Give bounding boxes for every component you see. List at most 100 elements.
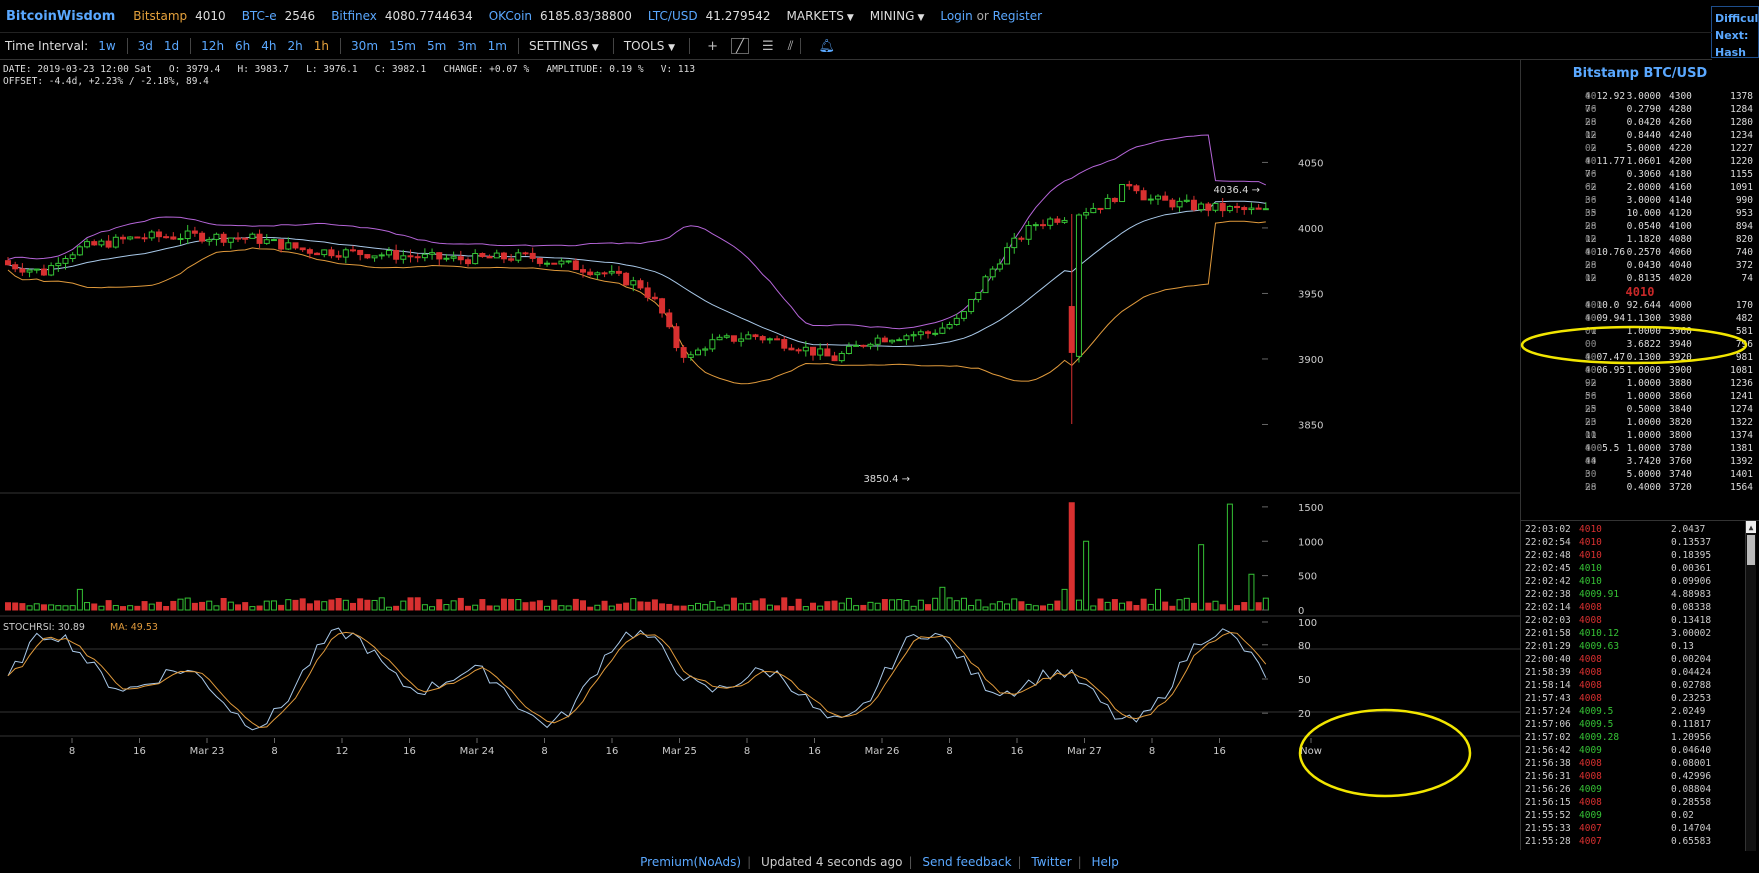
orderbook-row[interactable]: 76 00 0.2790 4280 1284 xyxy=(1585,104,1753,115)
candle-body xyxy=(910,334,917,337)
candle-body xyxy=(623,272,630,286)
volume-bar xyxy=(429,606,436,611)
orderbook-row[interactable]: 28 00 0.0420 4260 1280 xyxy=(1585,117,1753,128)
orderbook-row[interactable]: 28 00 0.0540 4100 894 xyxy=(1585,221,1753,232)
logo[interactable]: BitcoinWisdom xyxy=(6,8,116,24)
volume-bar xyxy=(508,598,515,611)
orderbook-row[interactable]: 56 00 1.0000 3860 1241 xyxy=(1585,391,1753,402)
ticker-ltcusd[interactable]: LTC/USD 41.279542 xyxy=(647,9,771,23)
orderbook-row[interactable]: 4007.47 00 0.1300 3920 981 xyxy=(1585,352,1753,363)
interval-30m[interactable]: 30m xyxy=(351,39,379,53)
orderbook-row[interactable]: 62 00 2.0000 4160 1091 xyxy=(1585,182,1753,193)
candle-body xyxy=(853,344,860,347)
price-chart-svg[interactable]: 4050 4000 3950 3900 3850 1500 1000 500 0 STOCHR… xyxy=(0,60,1520,850)
trade-row: 21:58:39 4008 0.04424 xyxy=(1525,667,1712,678)
orderbook-row[interactable]: 12 00 1.1820 4080 820 xyxy=(1585,234,1753,245)
mining-menu[interactable]: MINING ▼ xyxy=(869,9,925,23)
candle-body xyxy=(1219,202,1226,212)
markets-menu[interactable]: MARKETS ▼ xyxy=(786,9,854,23)
interval-1m[interactable]: 1m xyxy=(487,39,507,53)
volume-bar xyxy=(1054,600,1061,611)
feedback-link[interactable]: Send feedback xyxy=(922,855,1012,869)
ticker-bitstamp[interactable]: Bitstamp 4010 xyxy=(133,9,226,23)
candle-body xyxy=(752,334,759,338)
volume-bar xyxy=(594,604,601,611)
orderbook-row[interactable]: 4010.76 00 0.2570 4060 740 xyxy=(1585,247,1753,258)
interval-15m[interactable]: 15m xyxy=(389,39,416,53)
orderbook-row[interactable]: 44 00 3.7420 3760 1392 xyxy=(1585,456,1753,467)
interval-3m[interactable]: 3m xyxy=(457,39,477,53)
settings-menu[interactable]: SETTINGS ▼ xyxy=(528,39,599,53)
orderbook-row[interactable]: 36 00 3.0000 4140 990 xyxy=(1585,195,1753,206)
scroll-thumb[interactable] xyxy=(1747,535,1755,565)
interval-12h[interactable]: 12h xyxy=(201,39,225,53)
price-tick-label: 3950 xyxy=(1298,289,1323,300)
volume-bar xyxy=(120,606,126,611)
candle-body xyxy=(256,233,263,244)
orderbook-row[interactable]: 4009.94 00 1.1300 3980 482 xyxy=(1585,313,1753,324)
orderbook-row[interactable]: 92 00 1.0000 3880 1236 xyxy=(1585,378,1753,389)
ticker-btce[interactable]: BTC-e 2546 xyxy=(241,9,316,23)
volume-bar xyxy=(364,599,371,611)
gridlines xyxy=(0,492,1520,737)
orderbook-row[interactable]: 02 00 5.0000 4220 1227 xyxy=(1585,143,1753,154)
volume-bar xyxy=(335,598,342,611)
login-link[interactable]: Login xyxy=(940,9,973,23)
interval-1w[interactable]: 1w xyxy=(98,39,116,53)
difficulty-box[interactable]: Difficul Next: Hash Ra xyxy=(1711,6,1759,58)
horizontal-lines-icon[interactable]: ☰ xyxy=(762,38,774,54)
line-draw-icon[interactable]: ╱ xyxy=(731,38,749,54)
orderbook-row[interactable]: 4010.0 000 92.644 4000 170 xyxy=(1585,300,1753,311)
orderbook-title[interactable]: Bitstamp BTC/USD xyxy=(1572,66,1708,81)
interval-3d[interactable]: 3d xyxy=(137,39,153,53)
chart-area[interactable]: 4050 4000 3950 3900 3850 1500 1000 500 0 STOCHR… xyxy=(0,60,1520,850)
ticker-bitfinex[interactable]: Bitfinex 4080.7744634 xyxy=(331,9,473,23)
orderbook-row[interactable]: 23 00 1.0000 3820 1322 xyxy=(1585,417,1753,428)
candle-body xyxy=(206,238,213,242)
scroll-up-icon[interactable]: ▲ xyxy=(1746,521,1756,533)
volume-bar xyxy=(1219,604,1226,611)
candle-body xyxy=(1190,199,1197,211)
trade-row: 21:55:52 4009 0.02 xyxy=(1525,810,1694,821)
orderbook-row[interactable]: 11 00 1.0000 3800 1374 xyxy=(1585,430,1753,441)
register-link[interactable]: Register xyxy=(992,9,1043,23)
orderbook-row[interactable]: 4005.5 000 1.0000 3780 1381 xyxy=(1585,443,1753,454)
orderbook-row[interactable]: 28 00 0.0430 4040 372 xyxy=(1585,260,1753,271)
orderbook-row[interactable]: 4012.92 00 3.0000 4300 1378 xyxy=(1585,91,1753,102)
orderbook-row[interactable]: 30 00 5.0000 3740 1401 xyxy=(1585,469,1753,480)
volume-bar xyxy=(493,605,500,611)
interval-1d[interactable]: 1d xyxy=(163,39,180,53)
candle-body xyxy=(385,250,392,256)
premium-link[interactable]: Premium(NoAds) xyxy=(640,855,742,869)
footer: Premium(NoAds) | Updated 4 seconds ago | S… xyxy=(640,855,1119,869)
interval-2h[interactable]: 2h xyxy=(287,39,303,53)
orderbook-row[interactable]: 35 00 10.000 4120 953 xyxy=(1585,208,1753,219)
orderbook-row[interactable]: 28 00 0.4000 3720 1564 xyxy=(1585,482,1753,493)
fan-icon[interactable]: ⫽ xyxy=(787,38,794,54)
interval-5m[interactable]: 5m xyxy=(426,39,447,53)
volume-bar xyxy=(687,605,694,611)
tools-menu[interactable]: TOOLS ▼ xyxy=(623,39,676,53)
orderbook-row[interactable]: 4006.95 00 1.0000 3900 1081 xyxy=(1585,365,1753,376)
orderbook-row[interactable]: 12 00 0.8135 4020 74 xyxy=(1585,273,1753,284)
interval-1h[interactable]: 1h xyxy=(313,39,330,53)
twitter-link[interactable]: Twitter xyxy=(1031,855,1072,869)
volume-bar xyxy=(457,597,464,611)
orderbook-row[interactable]: 00 00 3.6822 3940 796 xyxy=(1585,339,1753,350)
bell-icon[interactable]: 🔔︎ xyxy=(818,38,835,54)
candle-body xyxy=(810,346,816,356)
volume-bar xyxy=(1032,605,1039,611)
volume-bar xyxy=(881,599,888,611)
interval-6h[interactable]: 6h xyxy=(235,39,251,53)
orderbook-row[interactable]: 25 00 0.5000 3840 1274 xyxy=(1585,404,1753,415)
trades-scrollbar[interactable]: ▲ xyxy=(1745,521,1756,851)
orderbook-row[interactable]: 76 00 0.3060 4180 1155 xyxy=(1585,169,1753,180)
crosshair-icon[interactable]: + xyxy=(707,38,718,54)
help-link[interactable]: Help xyxy=(1091,855,1119,869)
orderbook-row[interactable]: 01 00 1.0000 3960 581 xyxy=(1585,326,1753,337)
interval-4h[interactable]: 4h xyxy=(261,39,277,53)
orderbook-row[interactable]: 12 00 0.8440 4240 1234 xyxy=(1585,130,1753,141)
volume-bar xyxy=(1169,605,1176,611)
ticker-okcoin[interactable]: OKCoin 6185.83/38800 xyxy=(488,9,632,23)
orderbook-row[interactable]: 4011.77 00 1.0601 4200 1220 xyxy=(1585,156,1753,167)
